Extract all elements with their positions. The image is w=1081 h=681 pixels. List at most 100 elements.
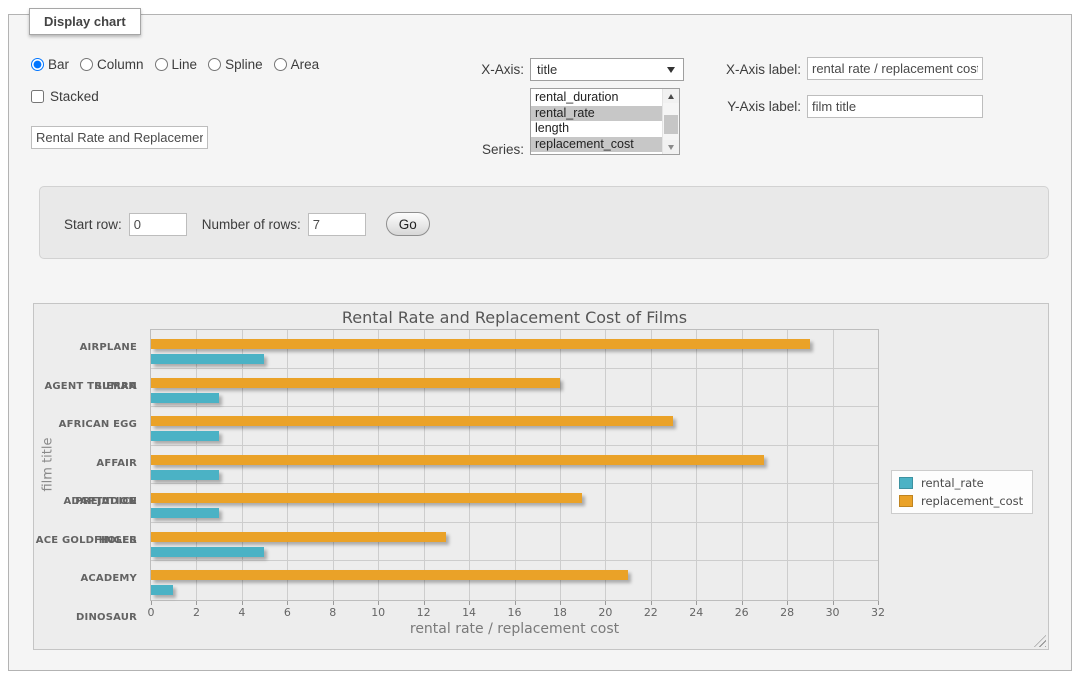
bar-replacement_cost xyxy=(151,377,560,388)
x-tick-mark xyxy=(514,601,516,605)
resize-handle-icon[interactable] xyxy=(1034,635,1046,647)
category-row xyxy=(151,369,878,408)
x-tick-label: 8 xyxy=(329,606,337,619)
series-option-replacement_cost[interactable]: replacement_cost xyxy=(531,136,662,152)
x-tick-mark xyxy=(151,601,152,605)
chart-type-radio-column[interactable] xyxy=(80,58,94,71)
x-tick-label: 4 xyxy=(238,606,246,619)
x-tick-label: 16 xyxy=(507,606,522,619)
bar-rental_rate xyxy=(151,431,219,442)
category-row xyxy=(151,561,878,600)
chart-title-input[interactable] xyxy=(31,126,208,149)
bar-rental_rate xyxy=(151,354,265,364)
legend-entry: rental_rate xyxy=(899,476,1023,490)
chart-type-option-area[interactable]: Area xyxy=(273,57,319,72)
category-row xyxy=(151,484,878,523)
x-axis-title: rental rate / replacement cost xyxy=(409,621,620,637)
gridline xyxy=(514,330,516,600)
chart-type-radio-bar[interactable] xyxy=(31,58,44,71)
series-scrollbar[interactable] xyxy=(662,89,679,154)
x-axis-select[interactable]: title xyxy=(530,58,684,81)
chart-type-radio-spline[interactable] xyxy=(208,58,222,71)
start-row-input[interactable] xyxy=(128,212,187,236)
chart-type-option-spline[interactable]: Spline xyxy=(208,57,263,72)
legend-swatch-rental_rate xyxy=(899,477,913,489)
chart-type-label: Bar xyxy=(48,57,70,72)
x-tick-mark xyxy=(559,601,561,605)
legend-swatch-replacement_cost xyxy=(899,495,913,507)
x-tick-label: 12 xyxy=(416,606,431,619)
num-rows-input[interactable] xyxy=(307,212,366,236)
stacked-option[interactable]: Stacked xyxy=(31,89,99,104)
category-label: ACADEMY DINOSAUR xyxy=(76,573,137,623)
scrollbar-up-button[interactable] xyxy=(663,89,679,103)
x-tick-label: 28 xyxy=(780,606,795,619)
gridline xyxy=(696,330,698,600)
x-tick-label: 20 xyxy=(598,606,613,619)
scrollbar-track[interactable] xyxy=(663,103,679,140)
x-tick-label: 10 xyxy=(371,606,386,619)
x-axis-label-input[interactable] xyxy=(807,57,983,80)
x-tick-label: 24 xyxy=(689,606,704,619)
display-chart-panel: Display chart Bar Column Line Spline Area St… xyxy=(8,8,1072,671)
gridline xyxy=(469,330,471,600)
bar-replacement_cost xyxy=(151,416,674,427)
chart-type-radio-area[interactable] xyxy=(273,58,287,71)
chart-type-option-column[interactable]: Column xyxy=(80,57,144,72)
chart-type-option-bar[interactable]: Bar xyxy=(31,57,69,72)
row-range-panel: Start row: Number of rows: Go xyxy=(39,186,1049,259)
x-tick-mark xyxy=(196,601,198,605)
gridline xyxy=(787,330,789,600)
x-tick-mark xyxy=(878,601,879,605)
stacked-checkbox[interactable] xyxy=(31,90,44,103)
category-label: AGENT TRUMAN xyxy=(44,380,137,392)
start-row-label: Start row: xyxy=(64,216,122,232)
x-tick-mark xyxy=(787,601,789,605)
stacked-label: Stacked xyxy=(50,89,99,104)
series-option-rental_rate[interactable]: rental_rate xyxy=(531,105,662,121)
chart-type-option-line[interactable]: Line xyxy=(154,57,198,72)
chevron-down-icon xyxy=(667,67,675,73)
bar-rental_rate xyxy=(151,546,265,557)
legend-label: replacement_cost xyxy=(921,494,1024,508)
x-tick-mark xyxy=(832,601,834,605)
legend-label: rental_rate xyxy=(921,476,984,490)
go-button[interactable]: Go xyxy=(385,212,430,236)
series-select-label: Series: xyxy=(481,142,524,157)
x-tick-mark xyxy=(332,601,334,605)
x-tick-mark xyxy=(378,601,380,605)
panel-title[interactable]: Display chart xyxy=(29,8,141,35)
bar-rental_rate xyxy=(151,469,219,480)
chart-type-label: Line xyxy=(171,57,198,72)
gridline xyxy=(287,330,289,600)
chart-type-label: Column xyxy=(97,57,144,72)
category-label: AFFAIR PREJUDICE xyxy=(75,457,137,508)
bar-replacement_cost xyxy=(151,493,583,504)
triangle-up-icon xyxy=(668,93,674,99)
category-label: ACE GOLDFINGER xyxy=(35,534,137,546)
scrollbar-down-button[interactable] xyxy=(663,140,679,154)
gridline xyxy=(741,330,743,600)
triangle-down-icon xyxy=(668,144,674,150)
category-label: ADAPTATION HOLES xyxy=(63,496,137,546)
x-tick-mark xyxy=(650,601,652,605)
series-option-rental_duration[interactable]: rental_duration xyxy=(535,90,619,104)
x-axis-selected-value: title xyxy=(537,62,558,77)
bar-rental_rate xyxy=(151,392,219,403)
x-tick-mark xyxy=(241,601,243,605)
category-row xyxy=(151,330,878,369)
x-tick-mark xyxy=(469,601,471,605)
category-label: AFRICAN EGG xyxy=(58,419,137,431)
series-option-length[interactable]: length xyxy=(535,121,570,135)
chart-type-radio-line[interactable] xyxy=(154,58,168,71)
gridline xyxy=(605,330,607,600)
scrollbar-thumb[interactable] xyxy=(664,115,678,134)
x-tick-label: 0 xyxy=(147,606,155,619)
y-axis-label-input[interactable] xyxy=(807,95,983,118)
gridline xyxy=(241,330,243,600)
bar-replacement_cost xyxy=(151,339,810,349)
series-listbox[interactable]: rental_duration rental_rate length replacem… xyxy=(530,88,680,155)
x-axis-select-label: X-Axis: xyxy=(481,62,524,77)
chart-title: Rental Rate and Replacement Cost of Film… xyxy=(341,308,688,327)
x-tick-label: 18 xyxy=(552,606,567,619)
